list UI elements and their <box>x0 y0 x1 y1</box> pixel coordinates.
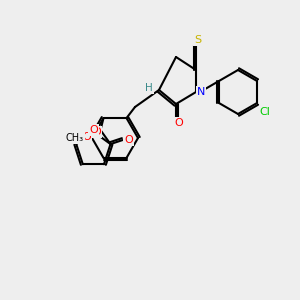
Text: O: O <box>92 127 101 137</box>
Text: N: N <box>197 87 205 97</box>
Text: O: O <box>82 132 91 142</box>
Text: H: H <box>145 83 153 93</box>
Text: Cl: Cl <box>260 107 271 117</box>
Text: O: O <box>89 124 98 135</box>
Text: S: S <box>194 35 202 45</box>
Text: CH₃: CH₃ <box>66 133 84 143</box>
Text: O: O <box>124 135 133 145</box>
Text: O: O <box>175 118 183 128</box>
